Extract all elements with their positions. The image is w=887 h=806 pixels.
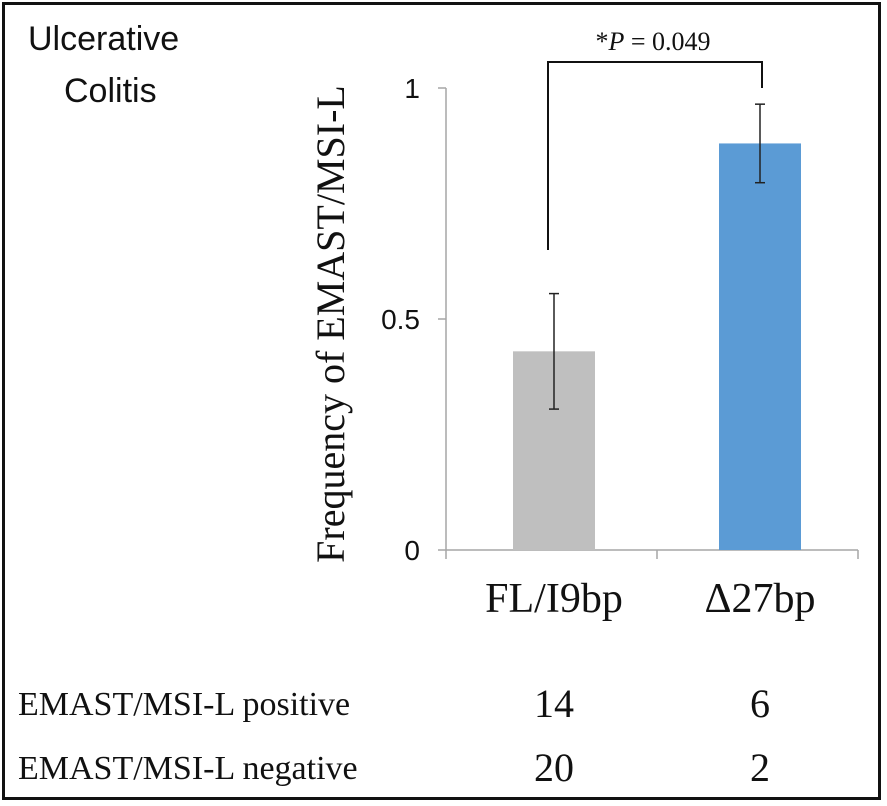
y-axis-title: Frequency of EMAST/MSI-L xyxy=(308,85,353,563)
x-tick-label-1: Δ27bp xyxy=(704,576,815,622)
disease-label-line1: Ulcerative xyxy=(28,20,180,58)
table-cell-negative-fl: 20 xyxy=(534,745,574,790)
table-row-label-positive: EMAST/MSI-L positive xyxy=(18,686,351,723)
x-tick-label-0: FL/I9bp xyxy=(485,576,623,622)
y-tick-label: 1 xyxy=(404,73,420,104)
significance-star: * xyxy=(595,27,608,56)
significance-p-symbol: P xyxy=(607,27,624,56)
significance-label: *P = 0.049 xyxy=(595,27,710,56)
significance-p-value: = 0.049 xyxy=(624,27,710,56)
table-cell-positive-fl: 14 xyxy=(534,681,574,726)
disease-label-line2: Colitis xyxy=(64,72,157,110)
significance-bracket xyxy=(547,61,763,250)
table-cell-negative-d27: 2 xyxy=(750,745,770,790)
y-tick-label: 0.5 xyxy=(381,304,420,335)
bar-1 xyxy=(719,143,801,550)
table-cell-positive-d27: 6 xyxy=(750,681,770,726)
table-row-label-negative: EMAST/MSI-L negative xyxy=(18,750,358,787)
y-tick-label: 0 xyxy=(404,535,420,566)
